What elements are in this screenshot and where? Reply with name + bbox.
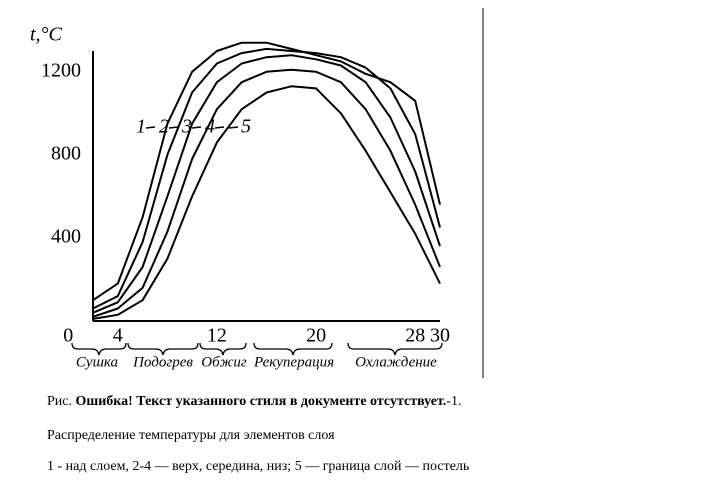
caption-error: Ошибка! Текст указанного стиля в докумен… (76, 394, 447, 409)
curve-label: 2 (159, 116, 169, 138)
zone-label: Подогрев (132, 354, 193, 370)
caption-line: Распределение температуры для элементов … (47, 428, 335, 443)
curve-label: 5 (241, 116, 251, 138)
curve (92, 68, 441, 318)
curve (92, 47, 441, 310)
caption-line: 1 - над слоем, 2-4 — верх, середина, низ… (47, 459, 469, 474)
y-tick-label: 800 (51, 142, 81, 164)
zone-braces (71, 342, 443, 356)
zone-label: Сушка (76, 354, 118, 370)
y-tick-label: 400 (51, 226, 81, 248)
y-axis-label: t,°C (30, 24, 63, 46)
y-tick-label: 1200 (41, 59, 81, 81)
curve-label: 4 (205, 116, 215, 138)
zone-label: Рекуперация (253, 354, 334, 370)
zone-label: Охлаждение (355, 354, 437, 370)
caption-number: -1. (446, 394, 461, 409)
label-dashes (145, 126, 239, 129)
caption-prefix: Рис. (47, 394, 72, 409)
x-tick-label: 20 (306, 325, 326, 347)
x-tick-label: 0 (63, 325, 73, 347)
curve (92, 85, 441, 320)
x-tick-label: 4 (113, 325, 123, 347)
caption-line: Рис. Ошибка! Текст указанного стиля в до… (47, 394, 461, 409)
zone-label: Обжиг (201, 354, 247, 370)
curve (92, 41, 441, 302)
curve-label: 3 (181, 116, 192, 138)
x-tick-label: 30 (430, 325, 450, 347)
curve (92, 54, 441, 314)
x-tick-label: 28 (405, 325, 425, 347)
curve-label: 1 (136, 116, 146, 138)
x-tick-label: 12 (207, 325, 227, 347)
